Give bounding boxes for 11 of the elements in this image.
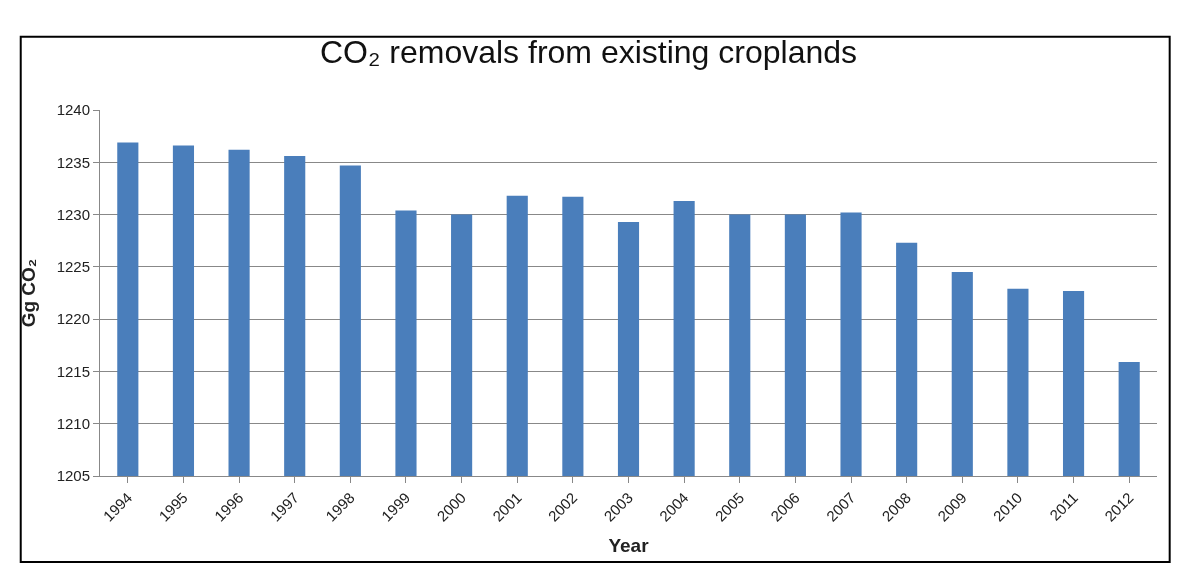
y-tick-label: 1215 [56, 362, 90, 380]
x-axis-title: Year [608, 535, 650, 557]
chart-title: CO₂ removals from existing croplands [319, 34, 858, 71]
y-tick-label: 1225 [56, 258, 90, 276]
y-tick-label: 1210 [56, 414, 90, 432]
y-tick-label: 1240 [56, 101, 90, 119]
y-tick-label: 1235 [56, 153, 90, 171]
y-tick-label: 1205 [56, 467, 90, 485]
y-axis-title: Gg CO₂ [18, 258, 40, 328]
y-tick-label: 1220 [56, 310, 90, 328]
y-tick-label: 1230 [56, 205, 90, 223]
